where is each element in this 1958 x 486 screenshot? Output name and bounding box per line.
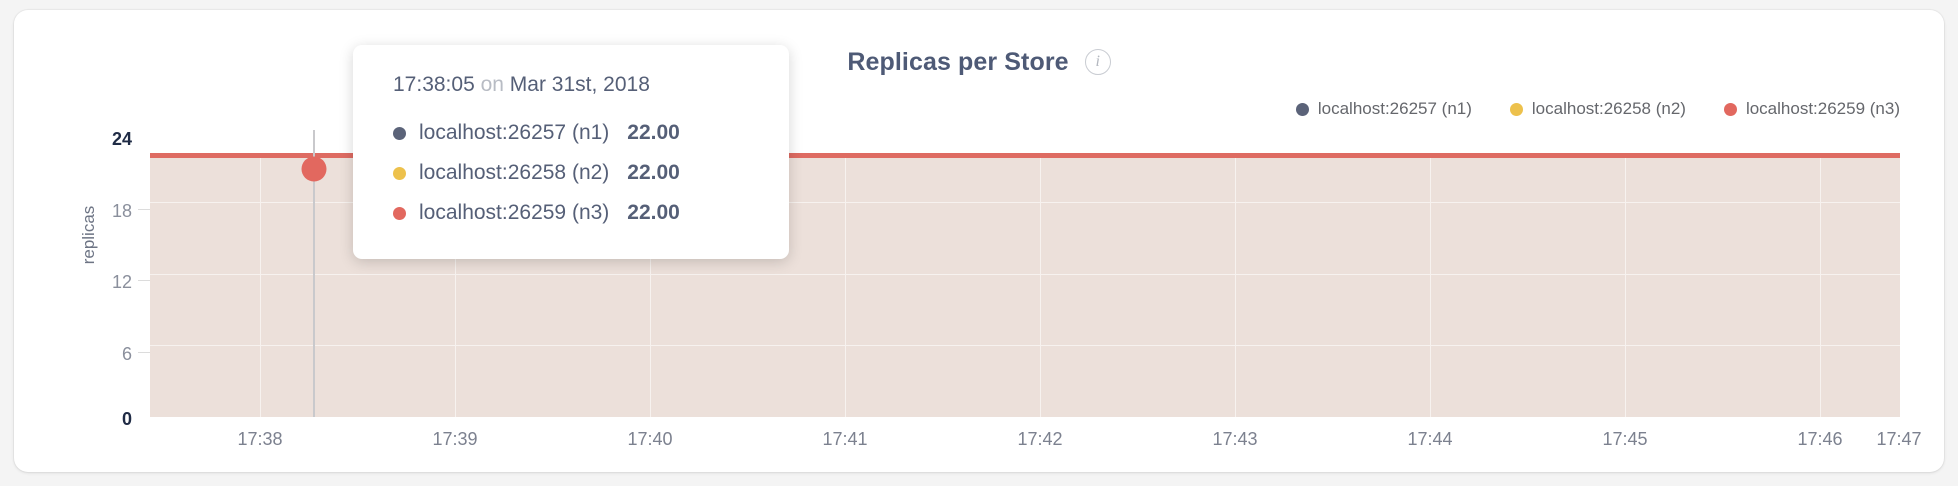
gridline-vertical [650,130,651,417]
plot-wrapper: replicas 24 18 [14,10,1944,472]
tooltip-on-word: on [480,73,504,96]
y-tick-label: 18 [111,201,132,221]
info-icon[interactable]: i [1084,49,1111,75]
gridline-vertical [1625,130,1626,417]
x-tick-label: 17:44 [1407,429,1453,449]
data-point-marker[interactable] [301,156,327,182]
gridline-horizontal [150,273,1900,275]
gridline-vertical [1820,130,1821,417]
tooltip-series-label: localhost:26257 (n1) [419,121,610,144]
x-tick-label: 17:42 [1017,429,1063,449]
y-tick-label: 12 [111,272,132,292]
gridline-vertical [260,130,261,417]
x-tick-label: 17:43 [1212,429,1258,449]
tooltip-series-value: 22.00 [627,121,680,144]
tooltip-series-label: localhost:26259 (n3) [419,201,610,224]
y-tick-label: 24 [111,129,132,149]
tooltip-row: localhost:26259 (n3) 22.00 [353,193,789,233]
legend-dot-icon [1295,102,1309,116]
tooltip-date: Mar 31st, 2018 [509,73,650,96]
gridline-vertical [1430,130,1431,417]
y-tick-mark [138,209,150,210]
legend-dot-icon [1509,102,1523,116]
crosshair-line [313,130,315,417]
tooltip-row: localhost:26257 (n1) 22.00 [353,113,789,153]
x-tick-label: 17:46 [1797,429,1843,449]
legend-dot-icon [1723,102,1737,116]
chart-legend: localhost:26257 (n1) localhost:26258 (n2… [1295,99,1900,119]
x-tick-label: 17:39 [432,429,478,449]
tooltip-series-value: 22.00 [627,161,680,184]
y-tick-mark [138,280,150,281]
legend-label: localhost:26259 (n3) [1745,99,1900,118]
gridline-vertical [455,130,456,417]
tooltip-dot-icon [393,206,406,220]
y-tick-label: 0 [121,409,132,429]
tooltip-row: localhost:26258 (n2) 22.00 [353,153,789,193]
legend-item-n1[interactable]: localhost:26257 (n1) [1295,99,1472,119]
gridline-vertical [845,130,846,417]
tooltip-time: 17:38:05 [393,73,475,96]
tooltip-timestamp: 17:38:05 on Mar 31st, 2018 [353,73,789,97]
legend-item-n2[interactable]: localhost:26258 (n2) [1509,99,1686,119]
gridline-vertical [1235,130,1236,417]
gridline-vertical [1040,130,1041,417]
gridline-horizontal [150,201,1900,203]
y-tick-mark [138,352,150,353]
x-tick-label: 17:38 [237,429,283,449]
x-tick-label: 17:40 [627,429,673,449]
series-line-n3 [150,153,1900,158]
tooltip-dot-icon [393,126,406,140]
x-tick-label: 17:45 [1602,429,1648,449]
legend-label: localhost:26257 (n1) [1317,99,1472,118]
gridline-horizontal [150,345,1900,347]
x-tick-label: 17:41 [822,429,868,449]
x-tick-label: 17:47 [1876,429,1922,449]
y-tick-label: 6 [121,344,132,364]
tooltip-dot-icon [393,166,406,180]
tooltip-series-value: 22.00 [627,201,680,224]
chart-tooltip: 17:38:05 on Mar 31st, 2018 localhost:262… [353,45,789,259]
legend-label: localhost:26258 (n2) [1531,99,1686,118]
tooltip-series-label: localhost:26258 (n2) [419,161,610,184]
chart-card: Replicas per Store i localhost:26257 (n1… [14,10,1944,472]
legend-item-n3[interactable]: localhost:26259 (n3) [1723,99,1900,119]
